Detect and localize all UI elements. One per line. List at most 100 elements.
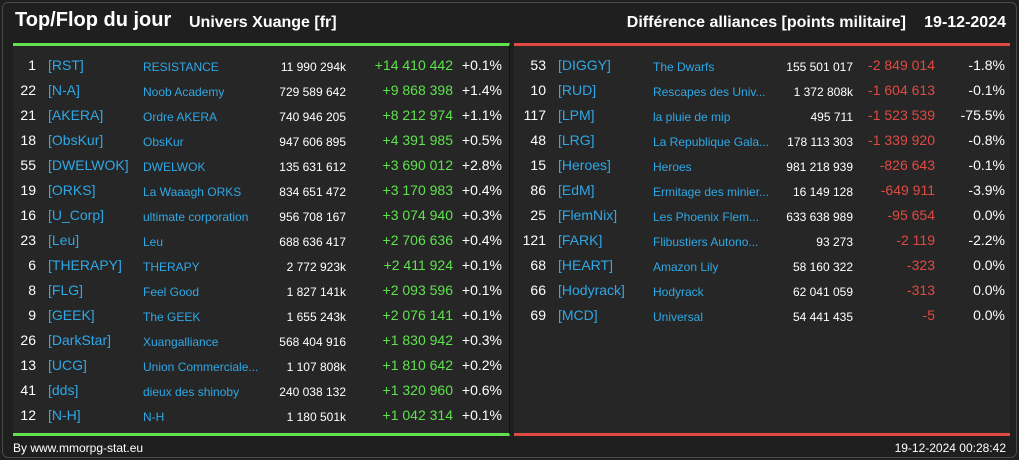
alliance-name-link[interactable]: THERAPY — [143, 260, 200, 274]
alliance-name-link[interactable]: N-H — [143, 410, 165, 424]
flop-row: 69 [MCD] Universal 54 441 435 -5 0.0% — [514, 303, 1010, 328]
alliance-points: 11 990 294k — [280, 60, 346, 74]
alliance-tag-link[interactable]: [FlemNix] — [558, 207, 618, 223]
alliance-name-link[interactable]: ObsKur — [143, 135, 184, 149]
alliance-name-link[interactable]: Xuangalliance — [143, 335, 219, 349]
alliance-tag-link[interactable]: [AKERA] — [48, 107, 104, 123]
alliance-points: 688 636 417 — [279, 235, 346, 249]
points-difference: +8 212 974 — [382, 107, 453, 123]
alliance-name-link[interactable]: ultimate corporation — [143, 210, 249, 224]
alliance-name-link[interactable]: Universal — [653, 310, 704, 324]
alliance-name-link[interactable]: Union Commerciale... — [143, 360, 259, 374]
alliance-rank: 18 — [20, 132, 36, 148]
alliance-tag-link[interactable]: [LPM] — [558, 107, 595, 123]
alliance-tag-link[interactable]: [LRG] — [558, 132, 595, 148]
alliance-tag-link[interactable]: [U_Corp] — [48, 207, 105, 223]
flop-row: 15 [Heroes] Heroes 981 218 939 -826 643 -0.1% — [514, 153, 1010, 178]
alliance-points: 729 589 642 — [279, 85, 346, 99]
percent-change: +0.3% — [461, 332, 502, 348]
percent-change: 0.0% — [973, 207, 1005, 223]
alliance-points: 93 273 — [816, 235, 853, 249]
alliance-name-link[interactable]: Ordre AKERA — [143, 110, 218, 124]
alliance-tag-link[interactable]: [Heroes] — [558, 157, 611, 173]
top-losers-panel: 53 [DIGGY] The Dwarfs 155 501 017 -2 849 014… — [514, 43, 1010, 436]
top-row: 9 [GEEK] The GEEK 1 655 243k +2 076 141 +0.1% — [13, 303, 509, 328]
top-row: 23 [Leu] Leu 688 636 417 +2 706 636 +0.4% — [13, 228, 509, 253]
alliance-tag-link[interactable]: [ObsKur] — [48, 132, 104, 148]
points-difference: +1 320 960 — [382, 382, 453, 398]
alliance-name-link[interactable]: DWELWOK — [143, 160, 206, 174]
top-row: 12 [N-H] N-H 1 180 501k +1 042 314 +0.1% — [13, 403, 509, 428]
alliance-points: 135 631 612 — [279, 160, 346, 174]
alliance-tag-link[interactable]: [N-A] — [48, 82, 80, 98]
alliance-tag-link[interactable]: [HEART] — [558, 257, 613, 273]
alliance-name-link[interactable]: Rescapes des Univ... — [653, 85, 766, 99]
points-difference: +3 690 012 — [382, 157, 453, 173]
alliance-tag-link[interactable]: [GEEK] — [48, 307, 95, 323]
alliance-tag-link[interactable]: [Hodyrack] — [558, 282, 625, 298]
alliance-name-link[interactable]: La Waaagh ORKS — [143, 185, 242, 199]
alliance-name-link[interactable]: Leu — [143, 235, 164, 249]
percent-change: -1.8% — [968, 57, 1005, 73]
alliance-rank: 15 — [530, 157, 546, 173]
flop-row: 121 [FARK] Flibustiers Autono... 93 273 -2 1… — [514, 228, 1010, 253]
alliance-name-link[interactable]: Ermitage des minier... — [653, 185, 770, 199]
alliance-name-link[interactable]: Feel Good — [143, 285, 200, 299]
alliance-rank: 12 — [20, 407, 36, 423]
points-difference: +2 411 924 — [383, 257, 453, 273]
points-difference: +4 391 985 — [382, 132, 453, 148]
generated-timestamp: 19-12-2024 00:28:42 — [894, 441, 1006, 455]
alliance-name-link[interactable]: RESISTANCE — [143, 60, 219, 74]
percent-change: 0.0% — [973, 307, 1005, 323]
alliance-points: 981 218 939 — [786, 160, 853, 174]
alliance-rank: 23 — [20, 232, 36, 248]
alliance-points: 1 372 808k — [793, 85, 853, 99]
alliance-name-link[interactable]: La Republique Gala... — [653, 135, 770, 149]
alliance-points: 633 638 989 — [786, 210, 853, 224]
percent-change: -0.1% — [968, 157, 1005, 173]
alliance-points: 16 149 128 — [792, 185, 853, 199]
alliance-tag-link[interactable]: [N-H] — [48, 407, 81, 423]
alliance-name-link[interactable]: Les Phoenix Flem... — [653, 210, 760, 224]
alliance-name-link[interactable]: la pluie de mip — [653, 110, 731, 124]
alliance-name-link[interactable]: dieux des shinoby — [143, 385, 240, 399]
top-gainers-panel: 1 [RST] RESISTANCE 11 990 294k +14 410 442 +0… — [13, 43, 510, 436]
alliance-tag-link[interactable]: [DWELWOK] — [48, 157, 129, 173]
alliance-rank: 10 — [530, 82, 546, 98]
alliance-tag-link[interactable]: [ORKS] — [48, 182, 96, 198]
alliance-points: 568 404 916 — [279, 335, 346, 349]
percent-change: +2.8% — [461, 157, 502, 173]
top-row: 8 [FLG] Feel Good 1 827 141k +2 093 596 +0.1% — [13, 278, 509, 303]
alliance-tag-link[interactable]: [DIGGY] — [558, 57, 611, 73]
alliance-tag-link[interactable]: [Leu] — [48, 232, 80, 248]
alliance-tag-link[interactable]: [dds] — [48, 382, 79, 398]
alliance-tag-link[interactable]: [RUD] — [558, 82, 597, 98]
alliance-points: 956 708 167 — [279, 210, 346, 224]
points-difference: +14 410 442 — [374, 57, 453, 73]
alliance-name-link[interactable]: The GEEK — [143, 310, 201, 324]
points-difference: -95 654 — [887, 207, 935, 223]
alliance-name-link[interactable]: Amazon Lily — [653, 260, 719, 274]
alliance-name-link[interactable]: Noob Academy — [143, 85, 225, 99]
alliance-tag-link[interactable]: [DarkStar] — [48, 332, 112, 348]
percent-change: -0.8% — [968, 132, 1005, 148]
points-difference: -2 849 014 — [868, 57, 935, 73]
flop-row: 48 [LRG] La Republique Gala... 178 113 303 -… — [514, 128, 1010, 153]
top-row: 55 [DWELWOK] DWELWOK 135 631 612 +3 690 012 +… — [13, 153, 509, 178]
alliance-tag-link[interactable]: [RST] — [48, 57, 84, 73]
alliance-tag-link[interactable]: [MCD] — [558, 307, 598, 323]
alliance-tag-link[interactable]: [UCG] — [48, 357, 87, 373]
alliance-name-link[interactable]: Hodyrack — [653, 285, 704, 299]
points-difference: +9 868 398 — [382, 82, 453, 98]
flop-row: 68 [HEART] Amazon Lily 58 160 322 -323 0.0% — [514, 253, 1010, 278]
alliance-name-link[interactable]: Flibustiers Autono... — [653, 235, 759, 249]
top-row: 1 [RST] RESISTANCE 11 990 294k +14 410 442 +0… — [13, 53, 509, 78]
alliance-name-link[interactable]: The Dwarfs — [653, 60, 715, 74]
alliance-name-link[interactable]: Heroes — [653, 160, 692, 174]
alliance-tag-link[interactable]: [EdM] — [558, 182, 595, 198]
alliance-tag-link[interactable]: [FLG] — [48, 282, 84, 298]
alliance-tag-link[interactable]: [THERAPY] — [48, 257, 122, 273]
alliance-rank: 68 — [530, 257, 546, 273]
alliance-rank: 21 — [20, 107, 36, 123]
alliance-tag-link[interactable]: [FARK] — [558, 232, 603, 248]
